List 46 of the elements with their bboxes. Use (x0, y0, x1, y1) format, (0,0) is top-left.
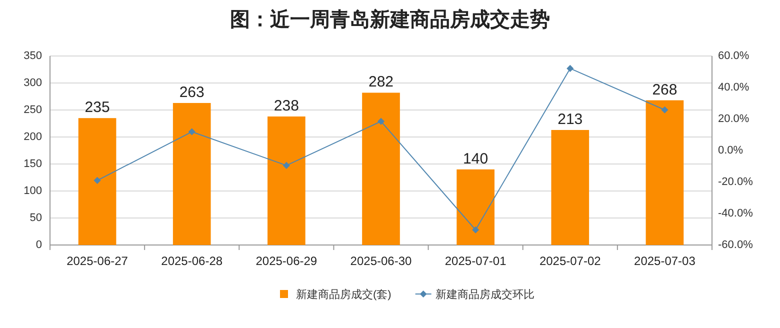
point (566, 64, 574, 72)
data-label: 238 (274, 97, 299, 114)
y2-tick-label: 60.0% (718, 50, 750, 62)
point (661, 106, 668, 114)
x-tick-label: 2025-06-28 (161, 254, 223, 268)
y2-tick-label: -40.0% (718, 208, 754, 220)
y-tick-label: 200 (24, 131, 42, 143)
data-label: 282 (368, 74, 394, 91)
x-tick-label: 2025-06-30 (350, 254, 412, 268)
legend-label: 新建商品房成交(套) (296, 288, 392, 301)
bar (646, 100, 684, 245)
chart-title: 图：近一周青岛新建商品房成交走势 (230, 8, 550, 31)
data-label: 213 (558, 110, 583, 128)
data-label: 140 (463, 150, 488, 168)
y2-tick-label: -20.0% (718, 176, 754, 188)
y2-tick-label: 20.0% (718, 113, 750, 125)
y-tick-label: 100 (24, 185, 42, 197)
x-tick-label: 2025-07-01 (444, 254, 507, 268)
x-tick-label: 2025-07-02 (539, 254, 602, 268)
y2-tick-label: 40.0% (718, 82, 750, 94)
data-label: 263 (179, 84, 204, 101)
bar (551, 130, 590, 245)
y-tick-label: 0 (36, 239, 42, 251)
y-tick-label: 50 (30, 212, 42, 224)
point (377, 118, 385, 125)
y-tick-label: 350 (24, 50, 42, 62)
data-label: 268 (652, 81, 678, 98)
y-tick-label: 250 (24, 104, 42, 116)
bar (456, 169, 494, 245)
bar (78, 118, 116, 245)
bar (362, 92, 400, 245)
y2-tick-label: -60.0% (718, 239, 754, 251)
point (282, 162, 290, 169)
y2-tick-label: 0.0% (718, 144, 744, 156)
point (472, 226, 480, 234)
x-tick-label: 2025-06-29 (256, 254, 318, 268)
point (94, 176, 101, 184)
point (188, 128, 196, 136)
x-tick-label: 2025-07-03 (634, 254, 696, 268)
bar (172, 102, 211, 245)
data-label: 235 (84, 99, 110, 116)
legend-label: 新建商品房成交环比 (435, 288, 534, 301)
bar (268, 116, 306, 245)
y-tick-label: 300 (24, 77, 42, 89)
y-tick-label: 150 (24, 158, 42, 170)
x-tick-label: 2025-06-27 (66, 254, 128, 268)
